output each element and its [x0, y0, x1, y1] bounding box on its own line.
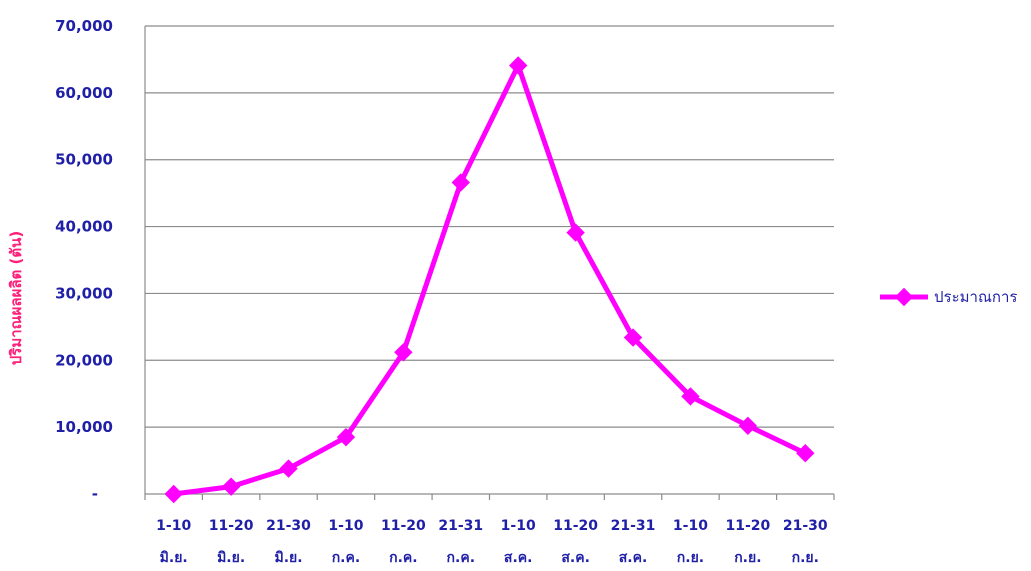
x-tick-label: 1-10: [673, 518, 708, 534]
y-tick-label: 40,000: [55, 218, 113, 236]
x-tick-label: ส.ค.: [504, 550, 533, 566]
x-tick-label: ก.ค.: [389, 550, 417, 566]
x-tick-label: 21-30: [266, 518, 311, 534]
y-axis-ticks: - 10,000 20,000 30,000 40,000 50,000 60,000 70,…: [55, 17, 113, 503]
x-tick-label: มิ.ย.: [217, 550, 245, 566]
x-axis-ticks: 1-10 มิ.ย. 11-20 มิ.ย. 21-30 มิ.ย. 1-10 ก.ค. 11-…: [156, 518, 828, 566]
x-tick-label: 11-20: [725, 518, 770, 534]
x-tick-label: ก.ย.: [734, 550, 761, 566]
x-tick-label: 21-30: [783, 518, 828, 534]
data-point: [221, 477, 241, 496]
x-tick-label: ก.ย.: [677, 550, 704, 566]
y-tick-label: 20,000: [55, 351, 113, 369]
x-tick-label: ส.ค.: [561, 550, 590, 566]
x-tick-label: ก.ค.: [447, 550, 475, 566]
series-markers: [164, 56, 815, 504]
x-tick-label: ก.ค.: [332, 550, 360, 566]
x-tick-label: 11-20: [553, 518, 598, 534]
y-tick-label: -: [92, 485, 98, 503]
x-tick-label: 21-31: [611, 518, 656, 534]
data-point: [623, 328, 643, 347]
y-tick-label: 70,000: [55, 17, 113, 35]
data-point: [279, 459, 298, 478]
x-tick-label: 1-10: [328, 518, 363, 534]
y-axis-label: ปริมาณผลผลิต (ตัน): [7, 231, 25, 365]
legend-marker: [894, 287, 914, 307]
series-line: [171, 62, 808, 497]
x-tick-label: 1-10: [501, 518, 536, 534]
x-tick-label: 21-31: [438, 518, 483, 534]
x-tick-label: 11-20: [381, 518, 426, 534]
data-point: [509, 56, 528, 75]
data-point: [681, 387, 700, 406]
gridlines: [145, 25, 834, 428]
x-tick-label: ส.ค.: [619, 550, 648, 566]
x-tick-label: มิ.ย.: [160, 550, 188, 566]
data-point: [164, 484, 183, 504]
data-point: [451, 173, 470, 192]
legend-label: ประมาณการ: [934, 288, 1017, 306]
axes: [144, 26, 835, 500]
x-tick-label: มิ.ย.: [275, 550, 303, 566]
data-point: [394, 343, 413, 362]
y-tick-label: 30,000: [55, 284, 113, 302]
y-tick-label: 10,000: [55, 418, 113, 436]
x-tick-label: 11-20: [209, 518, 254, 534]
series-line: [171, 62, 808, 497]
x-tick-label: 1-10: [156, 518, 191, 534]
legend: ประมาณการ: [880, 287, 1017, 307]
data-point: [738, 416, 758, 435]
data-point: [796, 444, 815, 463]
x-tick-label: ก.ย.: [792, 550, 819, 566]
y-tick-label: 60,000: [55, 84, 113, 102]
y-tick-label: 50,000: [55, 151, 113, 169]
data-point: [566, 223, 585, 242]
data-point: [336, 427, 356, 447]
